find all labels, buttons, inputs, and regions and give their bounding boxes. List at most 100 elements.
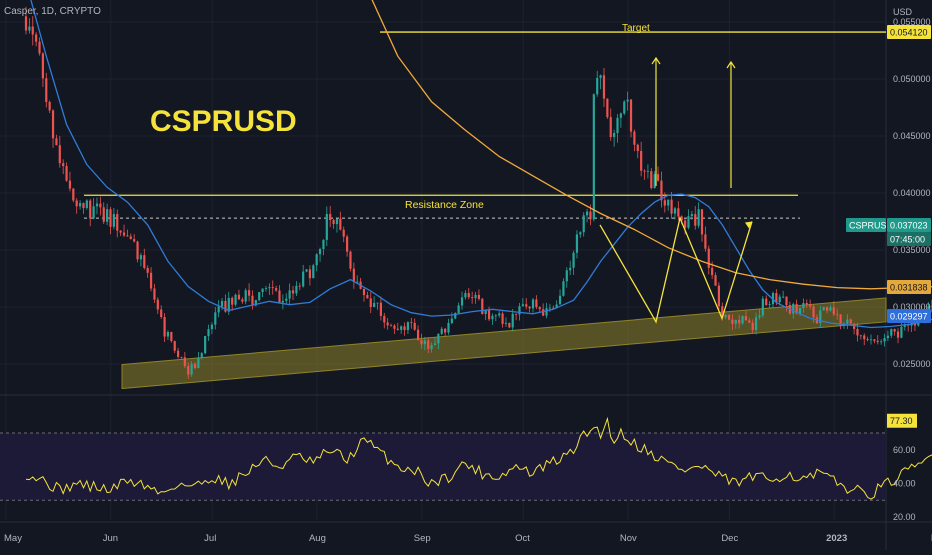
candle-body xyxy=(849,319,852,324)
price-tick-label: 0.040000 xyxy=(893,188,931,198)
candle-body xyxy=(38,41,41,54)
candle-body xyxy=(193,363,197,369)
time-tick-label: Jul xyxy=(204,533,216,544)
candle-body xyxy=(873,339,876,341)
candle-body xyxy=(667,199,670,206)
candle-body xyxy=(288,290,291,299)
support-band xyxy=(121,297,887,390)
candle-body xyxy=(511,313,514,328)
rsi-band-fill xyxy=(0,433,886,501)
candle-body xyxy=(795,303,798,314)
projected-path-line xyxy=(599,215,753,324)
candle-body xyxy=(548,307,551,309)
price-tick-label: 0.035000 xyxy=(893,245,931,255)
candle-body xyxy=(525,304,528,307)
candle-body xyxy=(173,341,176,351)
candle-body xyxy=(792,303,795,314)
candle-body xyxy=(504,322,508,324)
candle-body xyxy=(707,248,710,268)
candle-body xyxy=(160,309,163,318)
candle-body xyxy=(302,271,305,287)
candle-body xyxy=(227,297,230,312)
candle-body xyxy=(261,288,264,293)
candle-body xyxy=(322,239,325,250)
candle-body xyxy=(55,138,58,146)
candle-body xyxy=(589,211,592,220)
candle-body xyxy=(700,209,704,235)
candle-body xyxy=(247,290,251,296)
countdown-tag-text: 07:45:00 xyxy=(890,234,925,244)
candle-body xyxy=(809,304,812,307)
candle-body xyxy=(329,213,332,221)
candle-body xyxy=(197,357,200,369)
candle-body xyxy=(352,268,355,282)
rsi-line xyxy=(25,416,932,500)
candle-body xyxy=(433,343,437,346)
candle-body xyxy=(565,270,568,282)
candle-body xyxy=(89,200,92,219)
candle-body xyxy=(41,53,44,79)
price-tick-label: 0.050000 xyxy=(893,74,931,84)
time-tick-label: Aug xyxy=(309,533,326,544)
candle-body xyxy=(369,298,372,307)
moving-average-short-line xyxy=(30,0,932,329)
candle-body xyxy=(427,340,430,349)
symbol-header: Casper, 1D, CRYPTO xyxy=(4,6,101,17)
symbol-header-text: Casper, 1D, CRYPTO xyxy=(4,6,101,17)
target-arrowhead-2 xyxy=(726,60,736,69)
candle-body xyxy=(744,316,748,321)
candle-body xyxy=(85,200,88,208)
candle-body xyxy=(663,200,666,206)
rsi-last-tag-bg xyxy=(887,413,917,428)
countdown-tag-bg xyxy=(887,231,931,246)
candle-body xyxy=(153,288,156,300)
candle-body xyxy=(133,239,136,242)
candle-body xyxy=(413,322,416,330)
candle-body xyxy=(734,319,737,324)
candle-body xyxy=(119,230,122,233)
candle-body xyxy=(880,341,883,343)
candle-body xyxy=(423,340,426,345)
candle-body xyxy=(805,303,808,305)
candle-body xyxy=(741,316,744,324)
candle-body xyxy=(606,98,609,118)
candle-body xyxy=(633,131,636,145)
candle-body xyxy=(518,306,521,315)
candle-body xyxy=(853,323,856,329)
candle-body xyxy=(210,324,213,330)
candle-body xyxy=(305,269,308,272)
candle-body xyxy=(467,293,470,298)
candle-body xyxy=(207,329,210,337)
candle-body xyxy=(670,199,673,214)
candle-body xyxy=(214,312,217,325)
candle-body xyxy=(738,319,741,324)
candle-body xyxy=(839,314,842,326)
candle-body xyxy=(430,345,433,349)
candle-body xyxy=(275,288,278,291)
candle-body xyxy=(389,325,393,327)
candle-body xyxy=(896,331,900,338)
candle-body xyxy=(28,26,31,31)
candle-body xyxy=(116,214,119,231)
candle-body xyxy=(552,307,555,309)
candle-body xyxy=(569,267,572,271)
time-tick-label: Nov xyxy=(620,533,637,544)
price-tick-label: 0.030000 xyxy=(893,302,931,312)
candle-body xyxy=(802,303,805,309)
candle-body xyxy=(129,236,132,240)
candle-body xyxy=(346,236,349,252)
candle-body xyxy=(724,314,727,318)
candle-body xyxy=(180,356,183,358)
rsi-tick-label: 60.00 xyxy=(893,445,916,455)
price-tick-label: 0.025000 xyxy=(893,359,931,369)
candle-body xyxy=(298,285,301,287)
candle-body xyxy=(373,302,376,307)
candle-body xyxy=(109,209,112,227)
candle-body xyxy=(782,296,785,298)
candle-body xyxy=(183,357,186,366)
price-tick-label: 0.055000 xyxy=(893,17,931,27)
candle-body xyxy=(535,299,538,308)
candle-body xyxy=(690,214,693,217)
